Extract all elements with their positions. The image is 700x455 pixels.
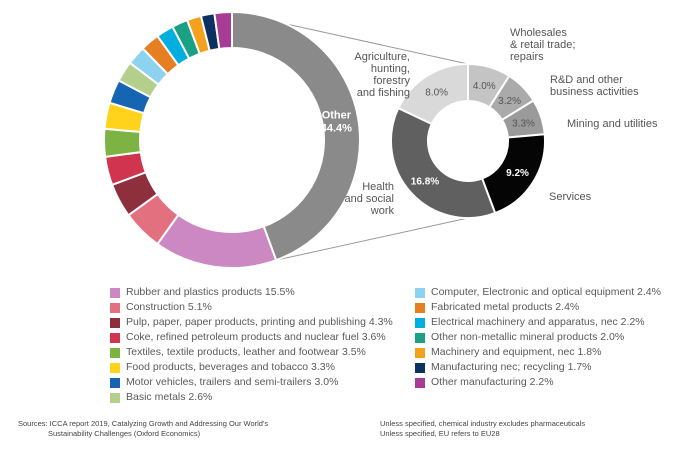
legend-swatch [110,347,120,358]
label-health-social-work-line: Health [362,181,394,193]
sources-line-1: Sources: ICCA report 2019, Catalyzing Gr… [18,419,269,428]
sources-note: Sources: ICCA report 2019, Catalyzing Gr… [18,419,348,439]
label-agriculture-line: hunting, [371,63,410,75]
legend-swatch [415,362,425,373]
slice-textiles-textile-products-leather-and-footwear [103,127,142,158]
label-agriculture-line: forestry [373,75,410,87]
legend-label: Other manufacturing 2.2% [431,376,554,388]
connector-bottom [276,217,469,261]
legend-label: Manufacturing nec; recycling 1.7% [431,361,592,373]
legend-swatch [415,332,425,343]
other-slice-value: 44.4% [321,122,352,134]
note-eu28: Unless specified, EU refers to EU28 [380,429,500,438]
label-agriculture-line: Agriculture, [354,51,410,63]
label-health-social-work-line: work [370,205,395,217]
legend-left: Rubber and plastics products 15.5% Constr… [110,285,393,405]
legend-item: Basic metals 2.6% [110,390,393,405]
label-wholesales-retail-line: & retail trade; [510,39,575,51]
legend-item: Electrical machinery and apparatus, nec … [415,315,661,330]
label-wholesales-retail-line: Wholesales [510,27,567,39]
legend-label: Food products, beverages and tobacco 3.3… [126,361,335,373]
legend-item: Construction 5.1% [110,300,393,315]
legend-item: Machinery and equipment, nec 1.8% [415,345,661,360]
legend-item: Other manufacturing 2.2% [415,375,661,390]
slice-health-and-social-work [390,106,497,219]
scope-notes: Unless specified, chemical industry excl… [380,419,585,439]
legend-label: Textiles, textile products, leather and … [126,346,366,358]
slice-rubber-and-plastics-products [156,213,278,269]
legend-swatch [110,287,120,298]
legend-label: Electrical machinery and apparatus, nec … [431,316,645,328]
label-services-line: Services [549,191,592,203]
legend-label: Other non-metallic mineral products 2.0% [431,331,625,343]
legend-item: Pulp, paper, paper products, printing an… [110,315,393,330]
value-label-r-d-and-other-business-activities: 3.2% [498,96,521,107]
legend-label: Motor vehicles, trailers and semi-traile… [126,376,339,388]
legend-item: Textiles, textile products, leather and … [110,345,393,360]
legend-label: Fabricated metal products 2.4% [431,301,580,313]
other-breakdown-donut [390,62,546,219]
legend-item: Motor vehicles, trailers and semi-traile… [110,375,393,390]
legend-swatch [110,302,120,313]
legend-label: Rubber and plastics products 15.5% [126,286,295,298]
legend-label: Basic metals 2.6% [126,391,213,403]
value-label-health-and-social-work: 16.8% [411,177,439,188]
label-rnd-business-line: R&D and other [550,74,623,86]
label-mining-utilities: Mining and utilities [567,118,658,130]
legend-swatch [415,377,425,388]
legend-item: Computer, Electronic and optical equipme… [415,285,661,300]
legend-swatch [110,362,120,373]
legend-item: Fabricated metal products 2.4% [415,300,661,315]
value-label-agriculture-hunting-forestry-and-fishing: 8.0% [425,88,448,99]
legend-swatch [110,317,120,328]
sources-line-2: Sustainability Challenges (Oxford Econom… [48,429,201,438]
legend-right: Computer, Electronic and optical equipme… [415,285,661,390]
label-health-social-work-line: and social [344,193,394,205]
legend-item: Rubber and plastics products 15.5% [110,285,393,300]
legend-item: Coke, refined petroleum products and nuc… [110,330,393,345]
legend-swatch [110,377,120,388]
legend-swatch [110,392,120,403]
slice-other [231,10,361,262]
label-agriculture-line: and fishing [357,87,410,99]
legend-swatch [415,302,425,313]
industry-donut [103,10,361,269]
legend-label: Construction 5.1% [126,301,212,313]
label-services: Services [549,191,592,203]
legend-swatch [415,287,425,298]
label-mining-utilities-line: Mining and utilities [567,118,658,130]
value-label-wholesales-retail-trade-repairs: 4.0% [473,81,496,92]
value-label-services: 9.2% [506,168,529,179]
legend-label: Pulp, paper, paper products, printing an… [126,316,393,328]
legend-label: Coke, refined petroleum products and nuc… [126,331,386,343]
legend-item: Manufacturing nec; recycling 1.7% [415,360,661,375]
other-slice-label: Other [322,109,352,121]
legend-label: Computer, Electronic and optical equipme… [431,286,661,298]
legend-swatch [415,347,425,358]
label-wholesales-retail: Wholesales& retail trade;repairs [510,27,575,63]
slice-agriculture-hunting-forestry-and-fishing [397,62,469,126]
value-label-mining-and-utilities: 3.3% [512,119,535,130]
breakdown-category-labels: Wholesales& retail trade;repairs R&D and … [344,27,658,217]
legend-swatch [110,332,120,343]
label-rnd-business-line: business activities [550,86,639,98]
legend-item: Food products, beverages and tobacco 3.3… [110,360,393,375]
legend-label: Machinery and equipment, nec 1.8% [431,346,602,358]
slice-other-manufacturing [213,10,233,51]
legend-item: Other non-metallic mineral products 2.0% [415,330,661,345]
note-pharmaceuticals: Unless specified, chemical industry excl… [380,419,586,428]
legend-swatch [415,317,425,328]
label-wholesales-retail-line: repairs [510,51,544,63]
